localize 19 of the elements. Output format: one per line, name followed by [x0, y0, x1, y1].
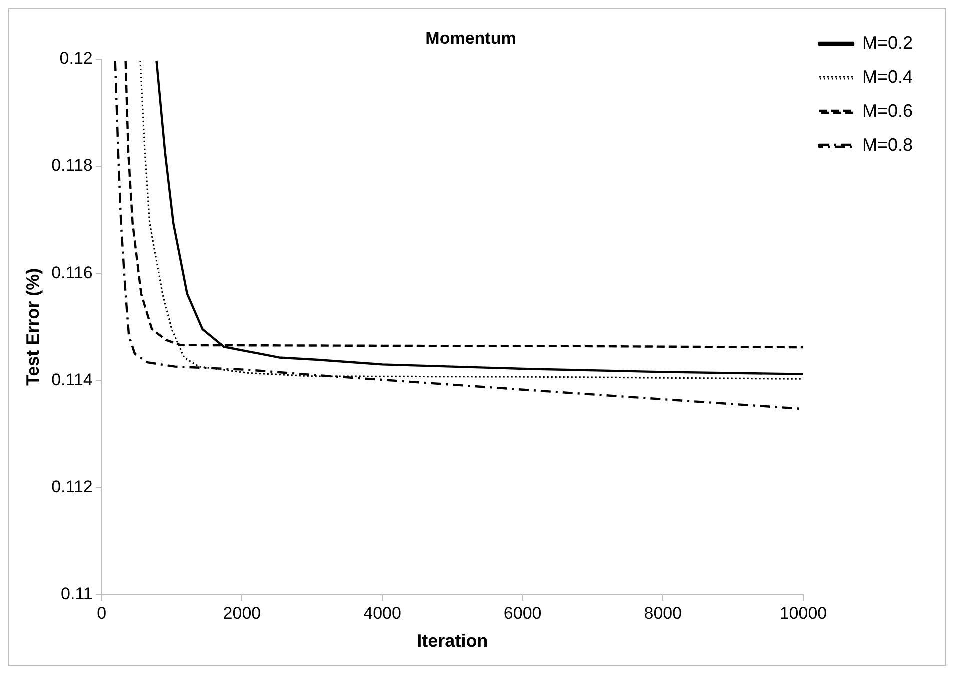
- x-axis-title: Iteration: [417, 631, 488, 652]
- y-axis-title: Test Error (%): [22, 268, 43, 386]
- x-tick-label: 2000: [223, 604, 262, 623]
- y-tick-label: 0.114: [52, 370, 93, 390]
- y-tick-label: 0.12: [60, 49, 93, 68]
- legend-label: M=0.4: [862, 66, 914, 87]
- x-tick-label: 0: [97, 604, 107, 623]
- y-tick-label: 0.11: [61, 584, 93, 604]
- x-tick-label: 6000: [504, 604, 542, 623]
- y-tick-label: 0.118: [52, 156, 93, 176]
- x-tick-label: 8000: [644, 604, 682, 623]
- y-tick-label: 0.112: [52, 478, 93, 497]
- chart-title: Momentum: [426, 28, 516, 48]
- y-tick-label: 0.116: [52, 263, 93, 282]
- x-tick-label: 10000: [780, 604, 828, 623]
- legend-label: M=0.8: [862, 134, 914, 155]
- legend-label: M=0.6: [862, 100, 914, 121]
- legend-label: M=0.2: [862, 32, 914, 53]
- x-tick-label: 4000: [364, 604, 402, 623]
